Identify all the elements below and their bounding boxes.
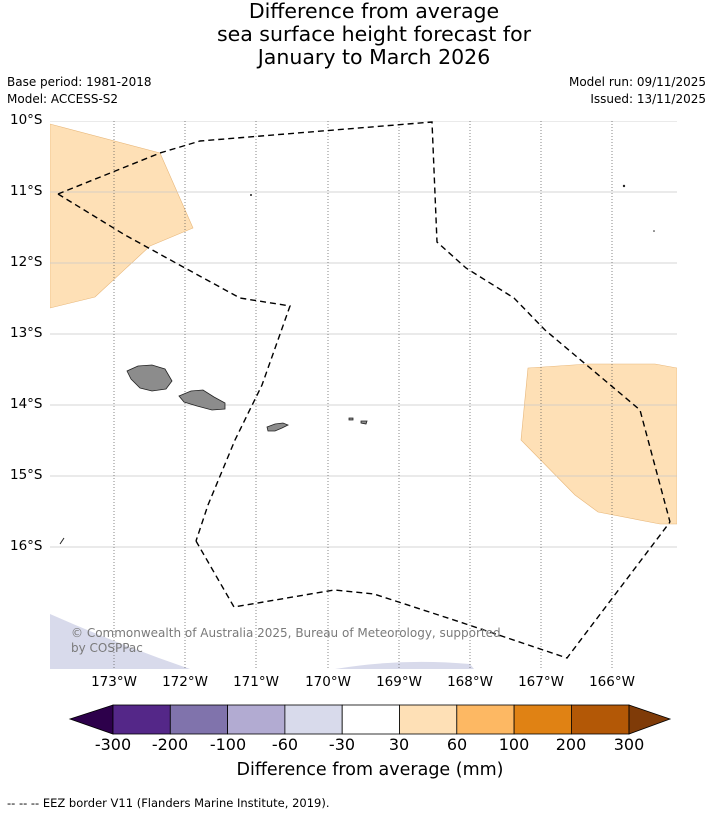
lon-label-168w: 168°W xyxy=(447,674,493,690)
meta-left: Base period: 1981-2018 Model: ACCESS-S2 xyxy=(7,74,152,108)
colorbar-tick: -300 xyxy=(94,735,132,754)
model-name: Model: ACCESS-S2 xyxy=(7,92,119,106)
colorbar-tick: 300 xyxy=(613,735,645,754)
title-line-1: Difference from average xyxy=(248,0,500,23)
lat-label-11s: 11°S xyxy=(10,183,43,199)
lon-label-167w: 167°W xyxy=(518,674,564,690)
colorbar-tick: 60 xyxy=(446,735,468,754)
colorbar-bin xyxy=(341,704,400,735)
colorbar-tick: -60 xyxy=(271,735,299,754)
lon-label-170w: 170°W xyxy=(305,674,351,690)
base-period: Base period: 1981-2018 xyxy=(7,75,152,89)
eez-border-american-samoa xyxy=(195,521,671,659)
lon-label-166w: 166°W xyxy=(589,674,635,690)
island-savaii xyxy=(126,364,173,392)
lat-label-13s: 13°S xyxy=(10,325,43,341)
colorbar-bin xyxy=(112,704,171,735)
land-samoa xyxy=(126,364,368,432)
colorbar xyxy=(68,704,672,735)
island-manua xyxy=(360,420,368,425)
island-dot-southwest xyxy=(59,537,65,545)
colorbar-bin xyxy=(227,704,286,735)
lat-label-15s: 15°S xyxy=(10,467,43,483)
island-tutuila xyxy=(266,422,289,432)
island-swains xyxy=(622,184,626,188)
colorbar-bin xyxy=(456,704,515,735)
copyright-notice: © Commonwealth of Australia 2025, Bureau… xyxy=(71,626,501,655)
colorbar-tick: 200 xyxy=(555,735,587,754)
meta-right: Model run: 09/11/2025 Issued: 13/11/2025 xyxy=(569,74,706,108)
issued-date: Issued: 13/11/2025 xyxy=(590,92,706,106)
eez-border-internal xyxy=(57,193,291,542)
colorbar-tick: 30 xyxy=(388,735,410,754)
island-manua-small xyxy=(348,417,354,421)
map-area xyxy=(50,121,677,669)
anomaly-region-northwest xyxy=(50,123,194,309)
lon-label-172w: 172°W xyxy=(162,674,208,690)
title-line-2: sea surface height forecast for xyxy=(216,22,532,46)
lat-label-12s: 12°S xyxy=(10,254,43,270)
latitude-gridlines xyxy=(50,121,677,548)
lon-label-171w: 171°W xyxy=(233,674,279,690)
colorbar-tick: -30 xyxy=(328,735,356,754)
colorbar-bin xyxy=(571,704,630,735)
model-run: Model run: 09/11/2025 xyxy=(568,75,706,89)
anomaly-region-southwest xyxy=(50,614,190,669)
island-dot-east xyxy=(653,230,655,232)
island-dot xyxy=(250,194,252,196)
colorbar-bin xyxy=(399,704,458,735)
anomaly-region-east xyxy=(520,363,677,525)
eez-border-samoa xyxy=(57,121,671,523)
lat-label-16s: 16°S xyxy=(10,538,43,554)
colorbar-tick: -100 xyxy=(209,735,247,754)
lat-label-14s: 14°S xyxy=(10,396,43,412)
colorbar-tick: -200 xyxy=(151,735,189,754)
title-line-3: January to March 2026 xyxy=(257,45,491,69)
lon-label-169w: 169°W xyxy=(376,674,422,690)
colorbar-bin xyxy=(169,704,229,735)
colorbar-bin xyxy=(513,704,572,735)
island-upolu xyxy=(178,389,226,411)
lon-label-173w: 173°W xyxy=(91,674,137,690)
colorbar-tick: 100 xyxy=(498,735,530,754)
map-title: Difference from average sea surface heig… xyxy=(0,0,713,69)
eez-borders xyxy=(57,121,671,659)
colorbar-label: Difference from average (mm) xyxy=(236,760,504,780)
lat-label-10s: 10°S xyxy=(10,112,43,128)
colorbar-bin xyxy=(284,704,343,735)
colorbar-extend-min xyxy=(68,704,114,735)
eez-footnote: -- -- -- EEZ border V11 (Flanders Marine… xyxy=(7,796,330,810)
colorbar-extend-max xyxy=(628,704,672,735)
anomaly-region-south xyxy=(335,661,474,669)
